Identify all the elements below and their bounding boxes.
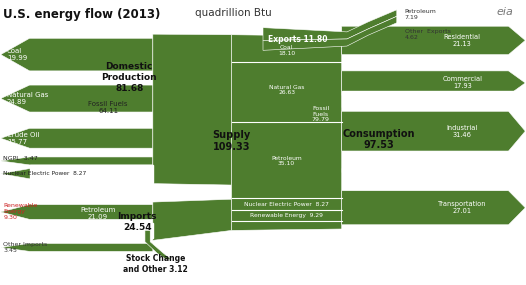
Polygon shape <box>1 128 153 148</box>
Polygon shape <box>231 35 342 230</box>
Text: Exports 11.80: Exports 11.80 <box>268 35 328 44</box>
Polygon shape <box>1 157 153 165</box>
Text: Imports
24.54: Imports 24.54 <box>117 212 157 232</box>
Text: NGPL  3.47: NGPL 3.47 <box>3 156 38 161</box>
Polygon shape <box>145 230 171 259</box>
Text: Transportation
27.01: Transportation 27.01 <box>438 201 487 214</box>
Polygon shape <box>1 169 153 179</box>
Polygon shape <box>342 191 525 225</box>
Polygon shape <box>342 111 525 151</box>
Text: Domestic
Production
81.68: Domestic Production 81.68 <box>102 62 157 93</box>
Text: Renewable
Energy
9.30: Renewable Energy 9.30 <box>3 203 38 221</box>
Polygon shape <box>153 34 231 185</box>
Text: Crude Oil
15.77: Crude Oil 15.77 <box>7 132 39 145</box>
Text: Nuclear Electric Power  8.27: Nuclear Electric Power 8.27 <box>3 171 87 176</box>
Text: Fossil
Fuels
79.79: Fossil Fuels 79.79 <box>312 106 330 123</box>
Text: Commercial
17.93: Commercial 17.93 <box>442 76 482 89</box>
Text: Natural Gas
24.89: Natural Gas 24.89 <box>7 92 48 105</box>
Polygon shape <box>1 205 153 219</box>
Text: Supply
109.33: Supply 109.33 <box>213 130 251 152</box>
Polygon shape <box>342 91 525 99</box>
Text: Renewable Energy  9.29: Renewable Energy 9.29 <box>250 213 323 218</box>
Text: eia: eia <box>497 7 514 17</box>
Polygon shape <box>342 99 525 107</box>
Polygon shape <box>263 16 397 50</box>
Polygon shape <box>1 85 153 112</box>
Text: Coal
19.99: Coal 19.99 <box>7 48 27 61</box>
Text: Petroleum
7.19: Petroleum 7.19 <box>404 9 437 20</box>
Text: Other Imports
3.45: Other Imports 3.45 <box>3 242 47 253</box>
Polygon shape <box>29 165 153 183</box>
Polygon shape <box>29 223 153 237</box>
Text: Stock Change
and Other 3.12: Stock Change and Other 3.12 <box>123 254 188 274</box>
Polygon shape <box>342 71 525 95</box>
Polygon shape <box>1 38 153 71</box>
Text: Natural Gas
26.63: Natural Gas 26.63 <box>269 85 305 95</box>
Text: quadrillion Btu: quadrillion Btu <box>195 8 271 18</box>
Polygon shape <box>263 10 397 40</box>
Text: U.S. energy flow (2013): U.S. energy flow (2013) <box>3 8 160 21</box>
Polygon shape <box>342 168 525 172</box>
Text: Nuclear Electric Power  8.27: Nuclear Electric Power 8.27 <box>244 201 329 207</box>
Text: Other  Exports
4.62: Other Exports 4.62 <box>404 29 451 40</box>
Text: Coal
18.10: Coal 18.10 <box>278 45 295 56</box>
Polygon shape <box>1 243 153 251</box>
Polygon shape <box>153 199 231 240</box>
Text: Industrial
31.46: Industrial 31.46 <box>447 125 478 138</box>
Text: Residential
21.13: Residential 21.13 <box>444 34 481 47</box>
Text: Petroleum
21.09: Petroleum 21.09 <box>80 207 115 221</box>
Text: Consumption
97.53: Consumption 97.53 <box>342 129 414 150</box>
Text: Fossil Fuels
64.11: Fossil Fuels 64.11 <box>88 101 128 113</box>
Text: Petroleum
35.10: Petroleum 35.10 <box>271 156 302 166</box>
Polygon shape <box>342 26 525 55</box>
